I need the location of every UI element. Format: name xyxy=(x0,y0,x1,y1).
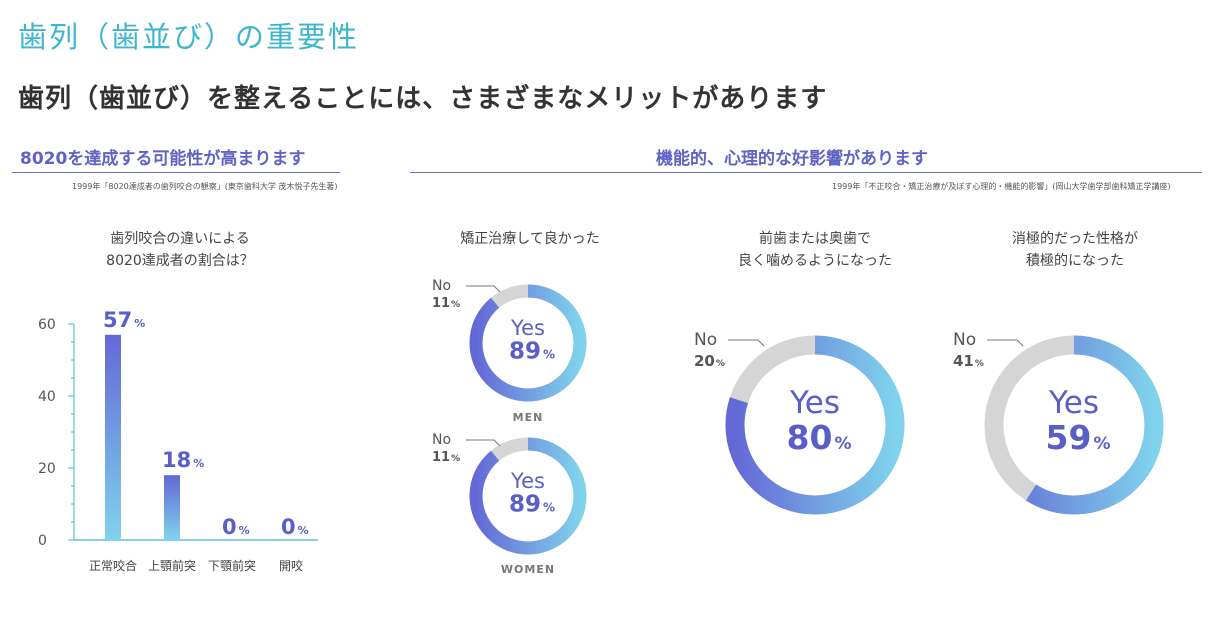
donut-2-no-leader xyxy=(466,439,501,447)
bar-2 xyxy=(164,475,180,540)
question-2-title: 前歯または奥歯で 良く噛めるようになった xyxy=(738,231,892,269)
page-subtitle: 歯列（歯並び）を整えることには、さまざまなメリットがあります xyxy=(18,84,828,114)
bar-value-label: 57% xyxy=(103,308,145,332)
donut-1-group-label: MEN xyxy=(513,411,544,424)
donut-3-yes-label: Yes xyxy=(789,385,840,421)
y-tick-label: 20 xyxy=(38,461,56,477)
donut-4-yes-segment xyxy=(984,335,1164,515)
left-section-source: 1999年「8020達成者の歯列咬合の観察」(東京歯科大学 茂木悦子先生著) xyxy=(72,182,338,191)
donut-1-no-value: 11% xyxy=(432,296,460,311)
bar-chart-title: 歯列咬合の違いによる 8020達成者の割合は？ xyxy=(106,231,254,269)
right-section-heading: 機能的、心理的な好影響があります xyxy=(656,149,928,169)
donut-2-no-value: 11% xyxy=(432,450,460,465)
page-title: 歯列（歯並び）の重要性 xyxy=(18,20,360,54)
left-section-divider xyxy=(12,172,340,173)
donut-3-yes-segment xyxy=(725,335,905,515)
donut-3-no-leader xyxy=(728,339,765,347)
bar-chart: 0 20 40 60 57 % 正常咬合 18 % 上顎前突 0 % 下顎前突 0 % 開咬 xyxy=(38,308,318,573)
right-section-divider xyxy=(410,172,1202,173)
donut-3-yes-value: 80% xyxy=(787,418,852,457)
bar-value-label: 18% xyxy=(162,448,204,472)
bar-value-label: 0% xyxy=(281,515,309,539)
donut-1-yes-label: Yes xyxy=(510,316,545,340)
donut-2-no-label: No xyxy=(432,432,451,448)
donut-4-no-leader xyxy=(987,339,1024,347)
donut-1-yes-value: 89% xyxy=(509,339,555,365)
donut-3-no-value: 20% xyxy=(694,352,725,370)
y-tick-label: 60 xyxy=(38,317,56,333)
donut-1-no-leader xyxy=(466,285,501,293)
donut-4-no-value: 41% xyxy=(953,352,984,370)
x-tick-label: 開咬 xyxy=(279,558,303,573)
donut-2-yes-segment xyxy=(469,437,587,555)
left-section-heading: 8020を達成する可能性が高まります xyxy=(20,149,306,169)
donut-2-group-label: WOMEN xyxy=(501,563,555,576)
x-tick-label: 上顎前突 xyxy=(148,558,196,573)
donut-4-no-label: No xyxy=(953,330,976,350)
x-tick-label: 正常咬合 xyxy=(89,558,137,573)
question-3-title: 消極的だった性格が 積極的になった xyxy=(1012,231,1138,269)
x-tick-label: 下顎前突 xyxy=(208,558,256,573)
bar-value-label: 0% xyxy=(222,515,250,539)
donut-2-yes-label: Yes xyxy=(510,469,545,493)
bar-1 xyxy=(105,334,121,540)
question-1-title: 矯正治療して良かった xyxy=(460,231,600,247)
right-section-source: 1999年「不正咬合・矯正治療が及ぼす心理的・機能的影響」(岡山大学歯学部歯科矯… xyxy=(832,182,1171,191)
donut-4-yes-label: Yes xyxy=(1048,385,1099,421)
donut-4-yes-value: 59% xyxy=(1046,418,1111,457)
y-tick-label: 0 xyxy=(38,533,47,549)
donut-1-yes-segment xyxy=(469,284,587,402)
donut-1-no-label: No xyxy=(432,278,451,294)
y-tick-label: 40 xyxy=(38,389,56,405)
donut-2-yes-value: 89% xyxy=(509,492,555,518)
donut-3-no-label: No xyxy=(694,330,717,350)
